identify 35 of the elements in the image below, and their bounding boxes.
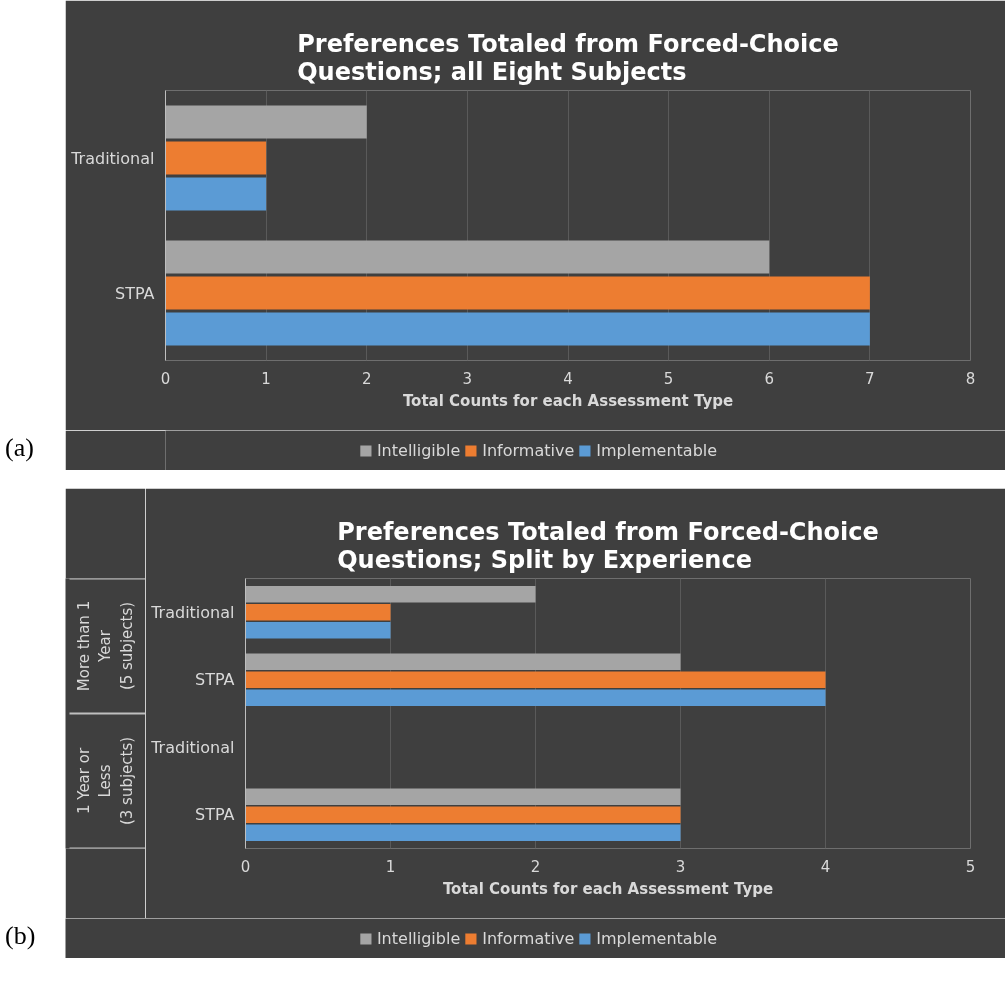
text: (b)	[5, 920, 36, 952]
y-tick-label: Traditional	[70, 148, 155, 168]
x-tick-label: 0	[160, 369, 171, 388]
x-tick-label: 2	[361, 369, 372, 388]
x-tick-label: 7	[865, 369, 875, 388]
x-tick-label: 5	[965, 857, 976, 876]
y-tick-label: STPA	[115, 283, 155, 303]
x-axis-title: Total Counts for each Assessment Type	[402, 391, 734, 410]
text: More than 1 Year (5 subjects)	[74, 600, 137, 692]
chart-title: Preferences Totaled from Forced-Choice Questions; Split by Experience	[337, 517, 879, 574]
x-tick-label: 3	[675, 857, 686, 876]
text: 1 Year or Less (3 subjects)	[74, 736, 137, 826]
x-tick-label: 0	[240, 857, 251, 876]
legend-label: Intelligible	[376, 928, 461, 948]
x-tick-label: 1	[385, 857, 396, 876]
legend-label: Implementable	[596, 440, 718, 460]
legend-label: Informative	[482, 928, 575, 948]
x-tick-label: 1	[261, 369, 271, 388]
chart-title: Preferences Totaled from Forced-Choice Questions; all Eight Subjects	[297, 29, 839, 86]
x-tick-label: 4	[820, 857, 831, 876]
y-tick-label: Traditional	[150, 737, 235, 757]
x-axis-title: Total Counts for each Assessment Type	[442, 879, 774, 898]
x-tick-label: 8	[965, 369, 976, 388]
legend-label: Implementable	[596, 928, 718, 948]
x-tick-label: 6	[764, 369, 775, 388]
y-tick-label: STPA	[195, 670, 235, 690]
x-tick-label: 4	[563, 369, 573, 388]
y-tick-label: Traditional	[150, 602, 235, 622]
x-tick-label: 3	[462, 369, 473, 388]
text: (a)	[5, 432, 34, 464]
legend-label: Informative	[482, 440, 575, 460]
y-tick-label: STPA	[195, 805, 235, 825]
x-tick-label: 5	[663, 369, 674, 388]
legend-label: Intelligible	[376, 440, 461, 460]
x-tick-label: 2	[530, 857, 541, 876]
